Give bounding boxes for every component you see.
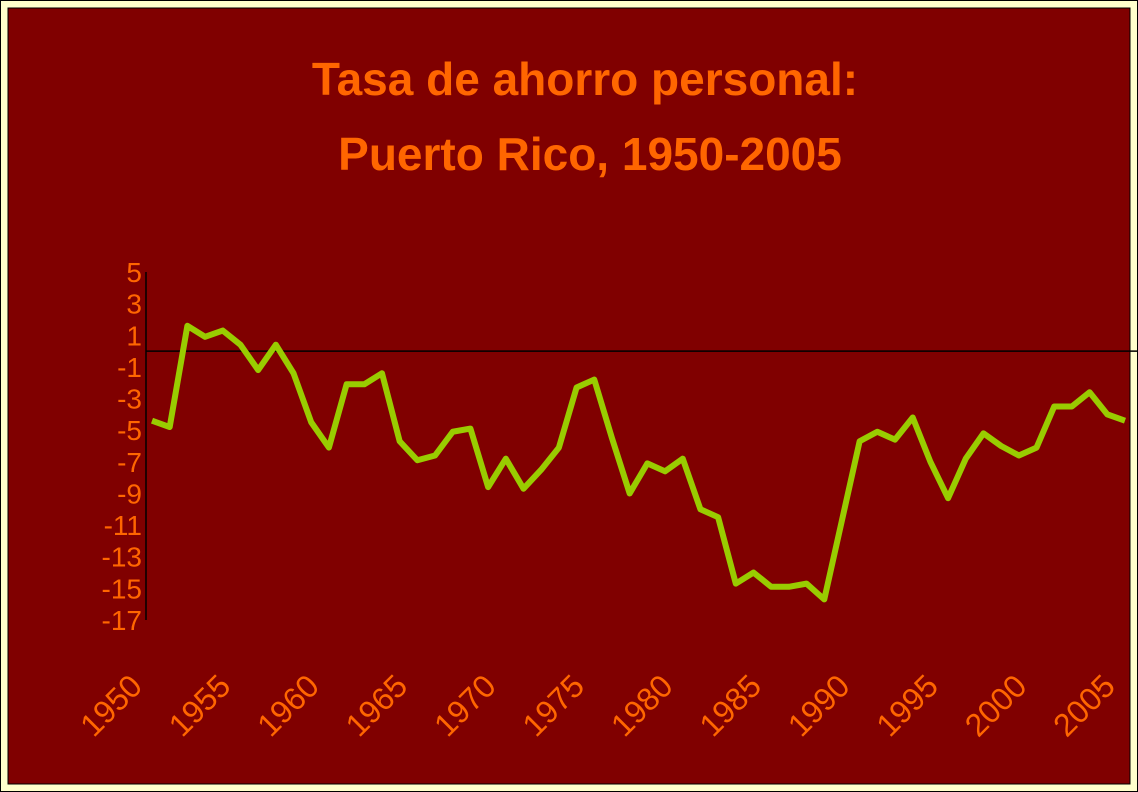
y-tick-label: -3	[117, 384, 142, 415]
chart-title: Tasa de ahorro personal:	[312, 53, 858, 105]
plot-background	[7, 7, 1131, 785]
y-tick-label: 3	[126, 289, 142, 320]
y-tick-label: -1	[117, 352, 142, 383]
y-tick-label: -13	[102, 542, 142, 573]
chart-title: Puerto Rico, 1950-2005	[338, 128, 842, 180]
y-tick-label: -11	[104, 510, 142, 541]
y-tick-label: -17	[102, 605, 142, 636]
y-tick-label: -7	[117, 447, 142, 478]
y-tick-label: 5	[126, 257, 142, 288]
data-line	[150, 322, 1127, 603]
y-tick-label: -15	[102, 573, 142, 604]
y-tick-label: -9	[117, 478, 142, 509]
y-tick-label: -5	[117, 415, 142, 446]
y-tick-label: 1	[126, 320, 142, 351]
